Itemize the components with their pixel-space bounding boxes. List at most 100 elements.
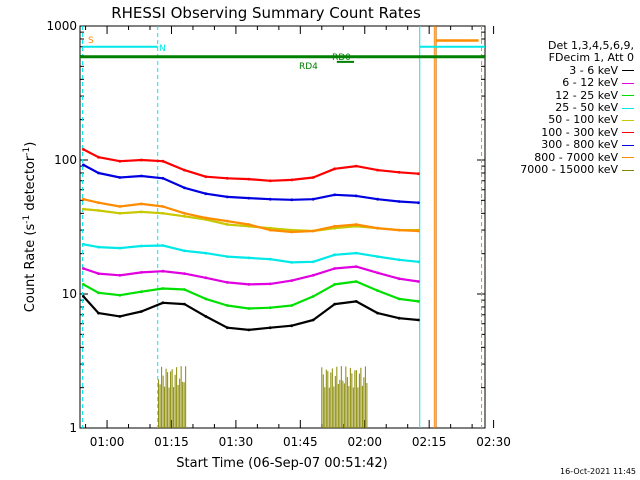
legend-label: 800 - 7000 keV [534,150,618,164]
legend-entry: 100 - 300 keV [520,126,634,139]
series-point [311,197,315,201]
series-point [311,273,315,277]
series-point [354,280,358,283]
series-point [247,223,251,226]
series-point [397,228,401,232]
series-point [354,194,358,198]
series-point [118,211,122,215]
series-point [397,258,401,262]
x-tick-label: 01:15 [154,435,189,449]
series-point [333,283,337,286]
y-axis-label-sup2: -1 [22,147,32,156]
legend-swatch [622,157,634,159]
series-point [183,211,186,215]
series-point [268,282,272,286]
series-point [290,279,294,282]
night-flag-label: N [159,44,166,54]
observing-flags: S N RD0 RD4 [80,26,485,428]
series-point [204,216,208,220]
series-point [417,280,420,283]
y-axis: 1 10 100 1000 [46,19,485,435]
series-point [290,324,294,328]
x-tick-label: 01:00 [90,435,125,449]
series-point [354,223,358,226]
series-line [82,295,419,331]
series-point [354,265,358,268]
series-point [204,315,208,318]
legend-label: 50 - 100 keV [548,113,618,127]
series-point [118,176,122,179]
series-point [333,167,337,171]
series-point [247,283,251,286]
series-point [376,271,379,275]
series-line [82,163,419,204]
series-point [354,251,358,255]
series-point [397,316,401,320]
series-point [376,255,379,258]
series-point [376,311,379,315]
series-point [161,211,165,215]
series-point [247,307,251,310]
series-point [417,229,420,233]
series-group [82,148,420,332]
rd0-flag-label: RD0 [332,53,351,63]
legend-swatch [622,132,634,134]
legend-label: 12 - 25 keV [555,88,618,102]
series-point [183,302,186,306]
legend-entry: 25 - 50 keV [520,101,634,114]
y-tick-label: 100 [54,153,77,167]
series-point [82,283,85,286]
series-point [161,176,165,180]
series-point [183,186,186,190]
y-axis-label-sup1: -1 [22,215,32,224]
legend-label: 7000 - 15000 keV [520,163,618,177]
series-point [225,219,229,223]
y-axis-label-main: Count Rate (s [23,224,38,313]
series-point [161,205,165,208]
series-point [161,269,165,273]
series-point [82,163,85,167]
series-point [82,197,85,201]
legend-label: 6 - 12 keV [562,76,618,90]
series-point [183,249,186,253]
series-point [118,315,122,318]
series-point [82,207,85,211]
series-point [225,304,229,307]
series-point [204,297,208,301]
series-point [183,214,186,218]
series-point [82,242,85,246]
series-point [82,295,85,298]
series-point [354,164,358,168]
legend-label: 3 - 6 keV [569,63,618,77]
legend-entry: 6 - 12 keV [520,77,634,89]
series-point [247,177,251,181]
series-point [118,273,122,277]
series-line [83,265,419,286]
series-point [376,289,379,292]
series-point [311,176,315,179]
series-point [417,300,420,303]
series-point [268,257,272,261]
series-point [97,155,100,159]
series-point [417,318,420,322]
series-line [82,280,419,310]
series-point [247,256,251,260]
series-point [397,297,401,301]
series-point [247,328,251,332]
series-point [354,300,358,303]
series-point [140,290,143,294]
y-axis-label-mid: detector [23,155,38,215]
series-line [83,243,419,264]
series-point [268,306,272,310]
legend-items: 3 - 6 keV 6 - 12 keV 12 - 25 keV 25 - 50 ke… [520,63,634,177]
x-axis: 01:00 01:15 01:30 01:45 02:00 02:15 02:30 [85,26,511,449]
x-tick-label: 01:30 [219,435,254,449]
series-point [118,205,122,208]
series-point [290,178,294,182]
x-tick-label: 02:15 [412,435,447,449]
series-point [140,271,143,274]
series-point [311,229,315,233]
plot-frame [79,25,486,429]
series-point [140,202,143,206]
